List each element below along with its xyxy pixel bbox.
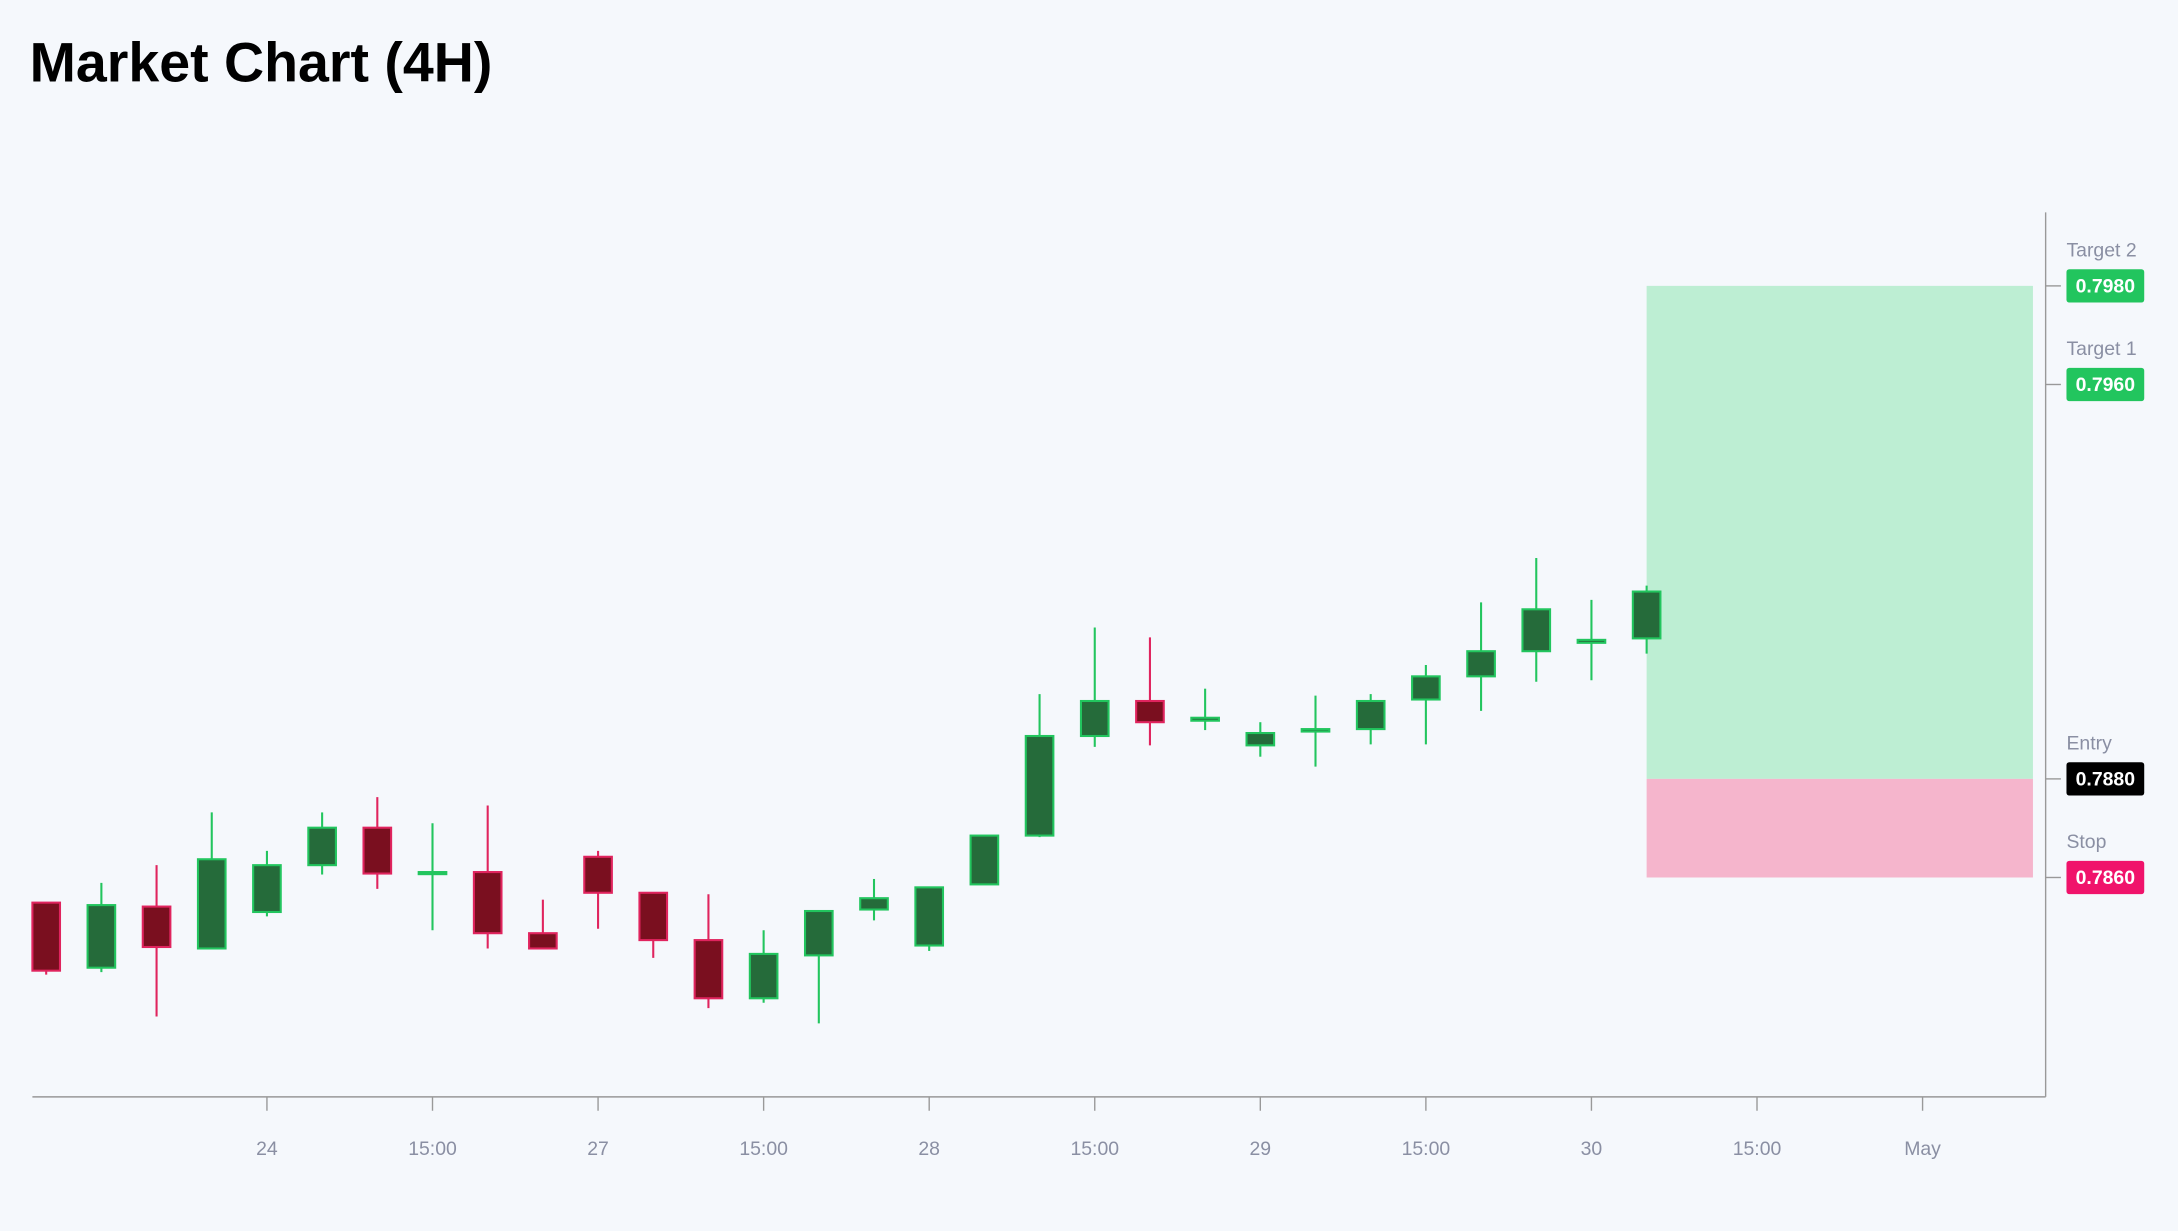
level-badge	[2066, 269, 2145, 303]
x-tick-label: 29	[1250, 1138, 1272, 1160]
candle-body	[583, 855, 613, 894]
candles	[31, 558, 1662, 1024]
candle-body	[362, 826, 393, 875]
candle-body	[1521, 608, 1552, 653]
candle-body	[803, 909, 834, 957]
x-tick-label: 15:00	[1402, 1138, 1451, 1160]
candle-body	[31, 901, 62, 972]
candle-body	[307, 826, 337, 867]
candle-body	[1300, 728, 1331, 733]
loss-zone	[1646, 778, 2033, 878]
level-badge	[2066, 367, 2145, 402]
candle-body	[693, 939, 724, 1000]
candle-body	[472, 871, 503, 935]
level-badge	[2066, 762, 2145, 796]
candle-body	[748, 952, 779, 1000]
axis-labels: 24 15:00 27 15:00 28 15:00 29 15:00 30 15:00 May Ta…	[256, 239, 2145, 1160]
candle-body	[1355, 699, 1386, 731]
x-tick-label: 15:00	[1733, 1138, 1782, 1160]
level-name: Stop	[2066, 831, 2106, 853]
x-tick-label: 24	[256, 1138, 278, 1160]
x-tick-label: 15:00	[408, 1138, 457, 1160]
level-name: Entry	[2066, 732, 2112, 754]
candle-body	[196, 858, 227, 950]
position-zones	[1646, 285, 2033, 878]
candle-body	[417, 871, 448, 876]
candle-body	[141, 905, 172, 949]
candle-body	[1411, 675, 1441, 701]
candle-body	[86, 904, 117, 969]
candle-body	[638, 891, 669, 942]
x-tick-label: 27	[587, 1138, 609, 1160]
candle-body	[1466, 650, 1496, 678]
candle-body	[1245, 731, 1276, 747]
chart-title: Market Chart (4H)	[30, 31, 493, 93]
candle-body	[1024, 734, 1055, 837]
x-tick-label: May	[1904, 1138, 1941, 1160]
level-label: 0.7980	[2076, 275, 2135, 297]
x-tick-label: 30	[1581, 1138, 1603, 1160]
level-label: 0.7960	[2076, 374, 2135, 396]
candle-body	[1135, 699, 1165, 724]
level-name: Target 2	[2066, 239, 2136, 261]
level-label: 0.7860	[2076, 867, 2135, 889]
x-tick-label: 28	[918, 1138, 940, 1160]
level-name: Target 1	[2066, 338, 2136, 360]
profit-zone	[1646, 285, 2033, 779]
x-tick-label: 15:00	[1070, 1138, 1119, 1160]
candle-body	[914, 886, 945, 947]
level-label: 0.7880	[2076, 768, 2135, 790]
candle-body	[859, 897, 889, 911]
candle-body	[528, 932, 558, 950]
candle-body	[252, 864, 282, 914]
candle-body	[969, 834, 1000, 886]
level-badge	[2066, 860, 2145, 895]
x-tick-label: 15:00	[739, 1138, 788, 1160]
candle-body	[1190, 716, 1220, 722]
candle-body	[1576, 638, 1607, 644]
candle-body	[1079, 699, 1110, 738]
candle-body	[1631, 590, 1662, 640]
